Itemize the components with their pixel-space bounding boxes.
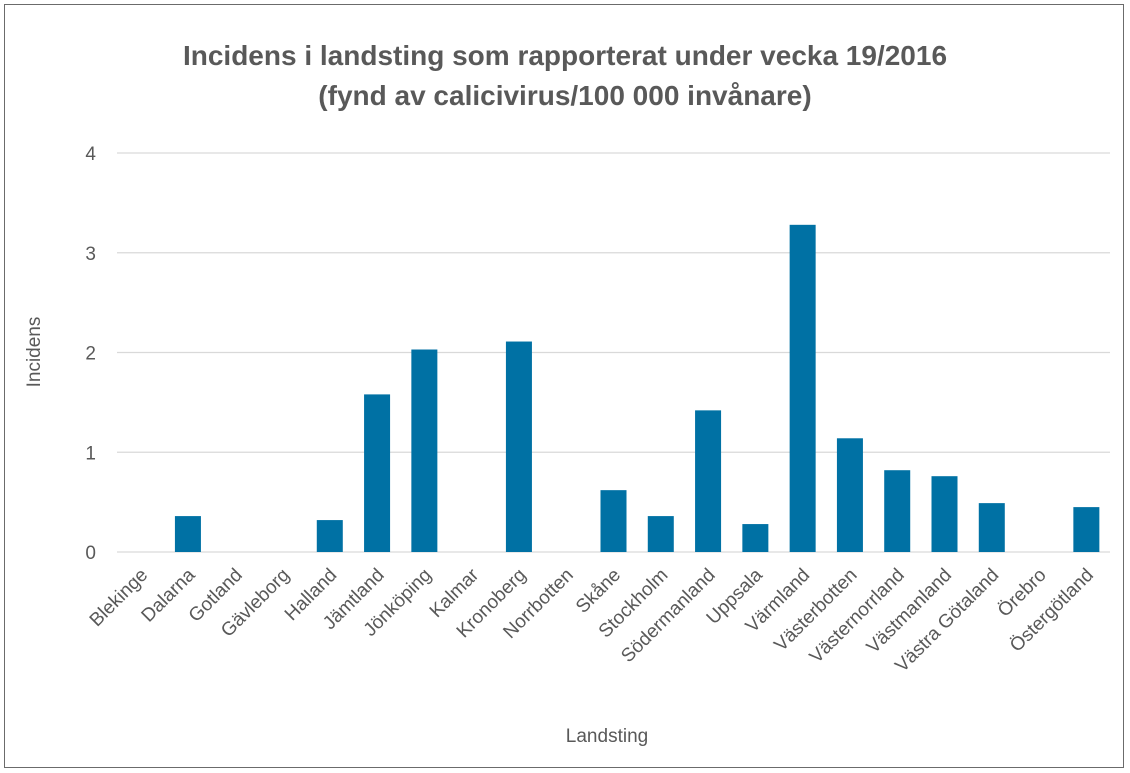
bar-13: [742, 524, 768, 552]
bar-1: [175, 516, 201, 552]
y-tick-label: 4: [85, 144, 96, 165]
bar-6: [411, 350, 437, 552]
bar-18: [979, 503, 1005, 552]
bar-12: [695, 410, 721, 552]
x-axis-label: Landsting: [566, 726, 648, 747]
y-tick-label: 1: [85, 443, 96, 464]
y-axis-label: Incidens: [24, 317, 45, 388]
bar-15: [837, 438, 863, 552]
bar-5: [364, 394, 390, 552]
y-tick-label: 3: [85, 244, 96, 265]
y-tick-label: 0: [85, 543, 96, 564]
x-tick-label: Östergötland: [1006, 565, 1098, 657]
bar-8: [506, 342, 532, 552]
x-axis-ticks: BlekingeDalarnaGotlandGävleborgHallandJä…: [86, 564, 1098, 676]
y-axis-ticks: 0 1 2 3 4: [85, 144, 96, 564]
bar-20: [1073, 507, 1099, 552]
bar-16: [884, 470, 910, 552]
bars: [175, 225, 1099, 552]
bar-11: [648, 516, 674, 552]
x-tick-label: Blekinge: [86, 565, 152, 631]
bar-14: [790, 225, 816, 552]
bar-10: [600, 490, 626, 552]
y-tick-label: 2: [85, 344, 96, 365]
bar-17: [931, 476, 957, 552]
bar-4: [317, 520, 343, 552]
